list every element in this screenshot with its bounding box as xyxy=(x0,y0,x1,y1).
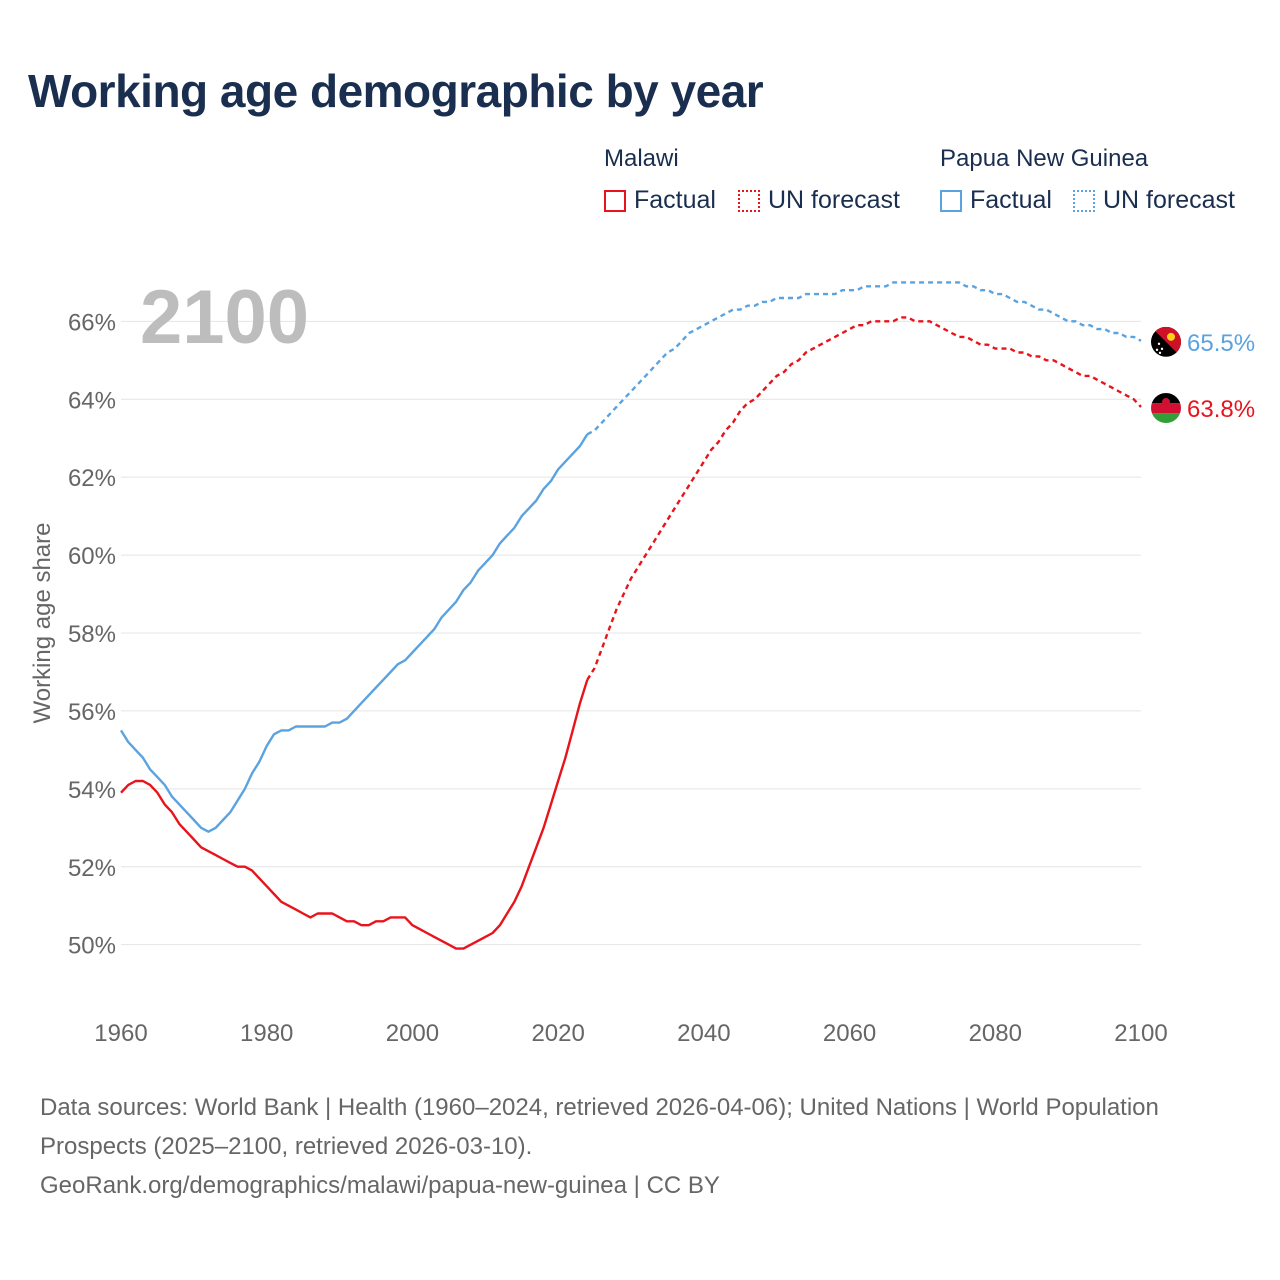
y-tick-label: 52% xyxy=(68,855,116,882)
legend-png-forecast[interactable]: UN forecast xyxy=(1073,186,1235,215)
legend-malawi-factual[interactable]: Factual xyxy=(604,186,716,215)
malawi-forecast-line xyxy=(586,316,1142,681)
dotted-line-swatch-icon xyxy=(738,189,760,212)
sources-link[interactable]: GeoRank.org/demographics/malawi/papua-ne… xyxy=(40,1172,720,1199)
y-tick-label: 60% xyxy=(68,543,116,570)
legend-malawi-forecast[interactable]: UN forecast xyxy=(738,186,900,215)
legend-png-factual[interactable]: Factual xyxy=(940,186,1052,215)
png-factual-line xyxy=(119,433,589,833)
y-tick-label: 54% xyxy=(68,777,116,804)
year-watermark: 2100 xyxy=(140,275,309,360)
malawi-factual-line xyxy=(120,679,589,950)
legend-label: Factual xyxy=(634,186,716,214)
legend-label: Factual xyxy=(970,186,1052,214)
png-forecast-line xyxy=(586,281,1142,436)
x-tick-label: 2040 xyxy=(677,1020,730,1047)
legend-label: UN forecast xyxy=(1103,186,1235,214)
y-axis-label: Working age share xyxy=(29,523,56,724)
png-end-label: 65.5% xyxy=(1187,330,1255,357)
page-title: Working age demographic by year xyxy=(28,65,764,117)
malawi-end-label: 63.8% xyxy=(1187,396,1255,423)
y-tick-label: 62% xyxy=(68,465,116,492)
y-tick-label: 56% xyxy=(68,699,116,726)
dotted-line-swatch-icon xyxy=(1073,189,1095,212)
solid-line-swatch-icon xyxy=(940,189,962,212)
data-sources: Data sources: World Bank | Health (1960–… xyxy=(40,1088,1240,1205)
legend-label: UN forecast xyxy=(768,186,900,214)
x-tick-label: 1980 xyxy=(240,1020,293,1047)
y-tick-label: 50% xyxy=(68,933,116,960)
x-tick-label: 2060 xyxy=(823,1020,876,1047)
solid-line-swatch-icon xyxy=(604,189,626,212)
y-tick-label: 64% xyxy=(68,387,116,414)
sources-line: Data sources: World Bank | Health (1960–… xyxy=(40,1094,1159,1160)
x-tick-label: 2000 xyxy=(386,1020,439,1047)
x-tick-label: 2080 xyxy=(969,1020,1022,1047)
x-tick-label: 2020 xyxy=(531,1020,584,1047)
y-tick-label: 58% xyxy=(68,621,116,648)
legend-png-title: Papua New Guinea xyxy=(940,145,1149,172)
png-flag-icon xyxy=(1151,326,1181,357)
y-tick-label: 66% xyxy=(68,309,116,336)
x-tick-label: 1960 xyxy=(94,1020,147,1047)
malawi-flag-icon xyxy=(1151,393,1181,424)
x-tick-label: 2100 xyxy=(1114,1020,1167,1047)
legend-malawi-title: Malawi xyxy=(604,145,679,172)
